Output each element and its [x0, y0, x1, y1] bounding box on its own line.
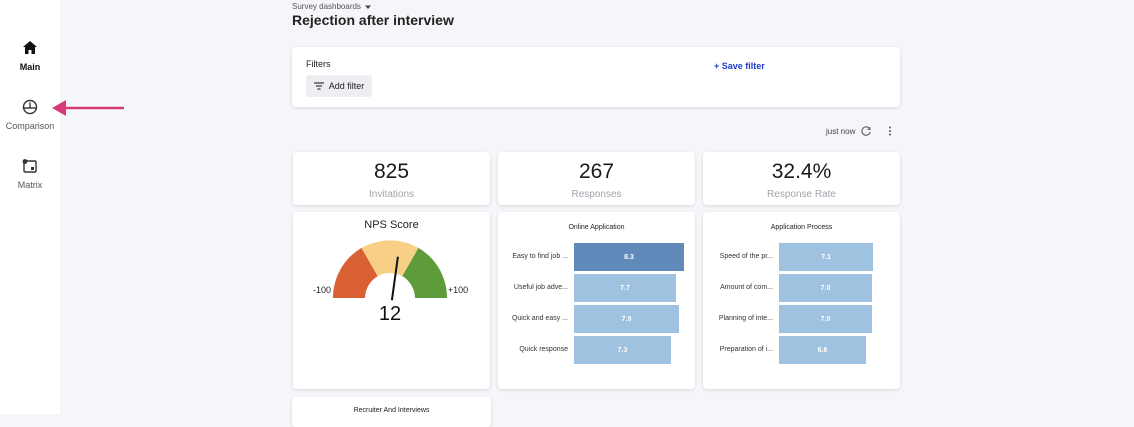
- bar-row: Planning of inte... 7.0: [703, 305, 900, 333]
- sidebar-item-matrix[interactable]: Matrix: [0, 157, 60, 190]
- kpi-value: 32.4%: [771, 160, 832, 183]
- bar[interactable]: 7.0: [779, 305, 872, 333]
- matrix-icon: [21, 157, 39, 175]
- kpi-caption: Responses: [571, 189, 622, 200]
- nps-panel: NPS Score -100 +100 12: [293, 212, 490, 389]
- gauge-icon: [21, 98, 39, 116]
- kpi-caption: Response Rate: [767, 189, 836, 200]
- panel-title: Recruiter And Interviews: [353, 407, 430, 414]
- gauge-value: 12: [379, 303, 401, 325]
- bar-label: Quick response: [519, 346, 568, 353]
- kpi-card-response-rate: 32.4% Response Rate: [703, 152, 900, 205]
- application-process-panel: Application Process Speed of the pr... 7.…: [703, 212, 900, 389]
- kpi-card-responses: 267 Responses: [498, 152, 695, 205]
- bar-label: Amount of com...: [720, 284, 773, 291]
- kpi-caption: Invitations: [368, 189, 415, 200]
- bar-row: Useful job adve... 7.7: [498, 274, 695, 302]
- panel-title: Online Application: [568, 224, 625, 231]
- sidebar-item-label: Comparison: [5, 121, 55, 131]
- recruiter-panel: Recruiter And Interviews: [292, 397, 491, 427]
- last-updated-text: just now: [826, 127, 856, 136]
- more-vert-icon[interactable]: [884, 125, 896, 137]
- sidebar-item-label: Matrix: [17, 180, 43, 190]
- bar-label: Useful job adve...: [513, 284, 568, 291]
- bar-row: Easy to find job ... 8.3: [498, 243, 695, 271]
- filters-card: Filters Add filter + Save filter: [292, 47, 900, 107]
- home-icon: [21, 39, 39, 57]
- bar-label: Planning of inte...: [718, 315, 773, 322]
- gauge-min-label: -100: [313, 285, 331, 295]
- nps-title: NPS Score: [364, 219, 419, 231]
- bar[interactable]: 7.3: [574, 336, 671, 364]
- breadcrumb[interactable]: Survey dashboards: [292, 2, 372, 11]
- gauge-needle: [390, 256, 399, 301]
- nps-gauge: -100 +100 12: [313, 240, 468, 325]
- panel-title: Application Process: [770, 224, 833, 231]
- bar[interactable]: 8.3: [574, 243, 684, 271]
- bar-row: Quick and easy ... 7.9: [498, 305, 695, 333]
- kpi-value: 825: [373, 160, 410, 183]
- bar-row: Amount of com... 7.0: [703, 274, 900, 302]
- save-filter-link[interactable]: + Save filter: [714, 61, 765, 71]
- gauge-segment-mid: [361, 240, 419, 277]
- filters-label: Filters: [306, 59, 331, 69]
- bar-label: Preparation of i...: [719, 346, 773, 353]
- caret-down-icon: [364, 5, 371, 9]
- refresh-icon[interactable]: [860, 125, 872, 137]
- breadcrumb-label: Survey dashboards: [292, 2, 361, 11]
- sidebar: Main Comparison Matrix: [0, 0, 60, 414]
- page-title: Rejection after interview: [292, 12, 454, 28]
- bar-label: Easy to find job ...: [512, 253, 568, 260]
- kpi-value: 267: [578, 160, 615, 183]
- kpi-card-invitations: 825 Invitations: [293, 152, 490, 205]
- bar[interactable]: 6.6: [779, 336, 866, 364]
- bar-label: Speed of the pr...: [719, 253, 773, 260]
- filter-lines-icon: [313, 82, 324, 90]
- add-filter-button[interactable]: Add filter: [306, 75, 372, 97]
- bar[interactable]: 7.9: [574, 305, 679, 333]
- bar-row: Speed of the pr... 7.1: [703, 243, 900, 271]
- bar[interactable]: 7.1: [779, 243, 873, 271]
- bar-label: Quick and easy ...: [511, 315, 568, 322]
- gauge-segment-low: [332, 247, 378, 298]
- gauge-segment-high: [402, 247, 448, 298]
- gauge-max-label: +100: [448, 285, 468, 295]
- online-application-panel: Online Application Easy to find job ... 8…: [498, 212, 695, 389]
- bar[interactable]: 7.7: [574, 274, 676, 302]
- annotation-arrow-icon: [52, 100, 124, 116]
- sidebar-item-label: Main: [19, 62, 41, 72]
- bar-row: Preparation of i... 6.6: [703, 336, 900, 364]
- sidebar-item-comparison[interactable]: Comparison: [0, 98, 60, 131]
- add-filter-label: Add filter: [328, 81, 365, 91]
- bar[interactable]: 7.0: [779, 274, 872, 302]
- sidebar-item-main[interactable]: Main: [0, 39, 60, 72]
- bar-row: Quick response 7.3: [498, 336, 695, 364]
